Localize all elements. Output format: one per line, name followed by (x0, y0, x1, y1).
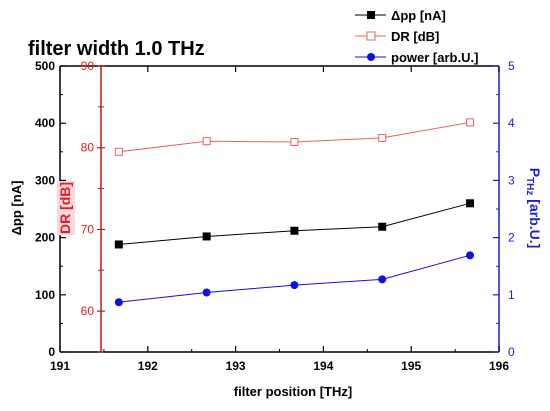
series-point-1 (202, 137, 211, 146)
y-tick-label-left: 200 (35, 231, 55, 245)
legend-item-dr: DR [dB] (355, 29, 439, 44)
series-point-0 (114, 240, 123, 249)
legend-marker-dpp (367, 11, 375, 19)
y-axis-label-right-sub: THz (524, 177, 535, 195)
x-tick-label: 195 (401, 359, 421, 373)
series-line-0 (118, 202, 471, 245)
series-point-0 (202, 232, 211, 241)
series-point-1 (466, 118, 475, 127)
dr-tick-label: 90 (81, 59, 95, 73)
dr-axis-label: DR [dB] (57, 181, 75, 235)
x-tick-label: 191 (50, 359, 70, 373)
series-point-0 (378, 222, 387, 231)
y-tick-label-right: 5 (508, 59, 515, 73)
series-point-0 (290, 226, 299, 235)
y-axis-label-right: PTHz [arb.U.] (524, 168, 543, 249)
dr-tick-label: 80 (81, 141, 95, 155)
y-tick-label-left: 500 (35, 59, 55, 73)
x-tick-label: 192 (138, 359, 158, 373)
y-tick-label-right: 2 (508, 231, 515, 245)
y-tick-label-right: 1 (508, 288, 515, 302)
y-tick-label-left: 400 (35, 116, 55, 130)
x-tick-label: 196 (489, 359, 509, 373)
series-point-2 (114, 298, 123, 307)
x-tick-label: 193 (226, 359, 246, 373)
series-point-0 (466, 199, 475, 208)
dr-axis-label-highlight (57, 181, 75, 235)
series-point-1 (290, 137, 299, 146)
series-point-2 (466, 251, 475, 260)
y-axis-label-right-main: P (527, 168, 543, 177)
series-point-1 (378, 133, 387, 142)
y-tick-label-right: 0 (508, 345, 515, 359)
y-tick-label-left: 100 (35, 288, 55, 302)
legend-marker-dr (366, 31, 376, 41)
dr-tick-label: 70 (81, 222, 95, 236)
series-point-2 (202, 288, 211, 297)
series-line-1 (118, 121, 471, 153)
dr-tick-label: 60 (81, 304, 95, 318)
axes: 191 192 193 194 195 1960100200300400500012345… (35, 59, 515, 373)
y-axis-label-right-unit: [arb.U.] (527, 195, 543, 248)
x-axis-label: filter position [THz] (234, 384, 352, 399)
chart-title: filter width 1.0 THz (28, 38, 205, 60)
legend-item-power: power [arb.U.] (355, 50, 478, 65)
x-tick-label: 194 (313, 359, 333, 373)
series-point-2 (378, 275, 387, 284)
legend-label-power: power [arb.U.] (391, 50, 478, 65)
y-tick-label-left: 0 (48, 345, 55, 359)
y-axis-label-left: Δpp [nA] (9, 181, 24, 236)
dr-axis-label-text: DR [dB] (57, 182, 73, 234)
y-tick-label-left: 300 (35, 173, 55, 187)
legend-item-dpp: Δpp [nA] (355, 8, 446, 23)
legend-label-dpp: Δpp [nA] (391, 8, 446, 23)
plot-series (114, 118, 475, 307)
series-point-1 (114, 147, 123, 156)
series-point-2 (290, 281, 299, 290)
legend-label-dr: DR [dB] (391, 29, 439, 44)
y-tick-label-right: 4 (508, 116, 515, 130)
legend-marker-power (367, 53, 375, 61)
series-line-2 (118, 254, 471, 303)
legend: Δpp [nA] DR [dB] power [arb.U.] (355, 8, 478, 65)
y-tick-label-right: 3 (508, 173, 515, 187)
